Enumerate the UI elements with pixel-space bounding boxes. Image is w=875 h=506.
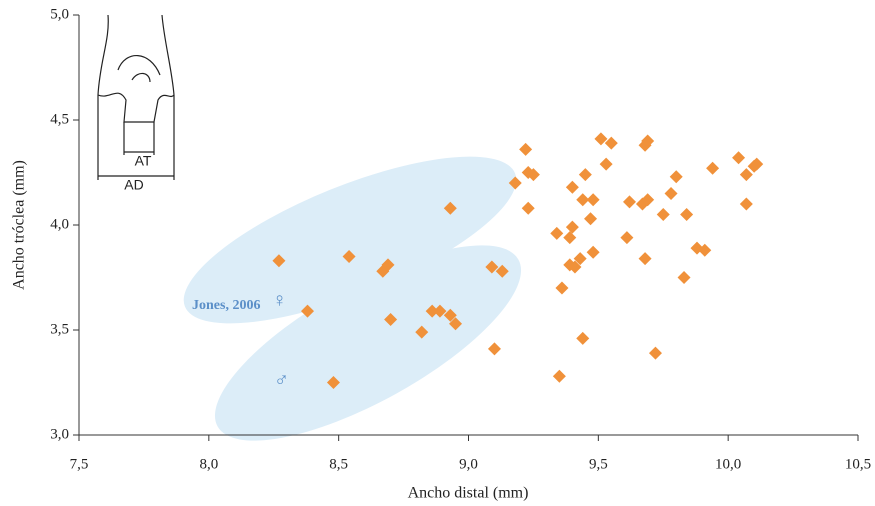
point <box>563 231 577 245</box>
x-tick-label: 10,0 <box>715 456 741 472</box>
point <box>301 304 315 318</box>
point <box>698 243 712 257</box>
bone-detail <box>117 55 161 83</box>
point <box>622 195 636 209</box>
point <box>565 220 579 234</box>
bone-outline <box>97 92 175 123</box>
x-tick-label: 10,5 <box>845 456 871 472</box>
point <box>586 245 600 259</box>
inset-label: AT <box>135 153 152 169</box>
point <box>565 180 579 194</box>
point <box>443 308 457 322</box>
point <box>521 201 535 215</box>
point <box>732 151 746 165</box>
x-tick-label: 9,5 <box>589 456 608 472</box>
x-tick-label: 7,5 <box>70 456 89 472</box>
female-ellipse <box>183 156 517 324</box>
x-tick-label: 8,0 <box>199 456 218 472</box>
point <box>677 271 691 284</box>
point <box>550 226 564 240</box>
y-axis-label: Ancho tróclea (mm) <box>11 160 28 290</box>
point <box>750 157 764 171</box>
point <box>555 281 569 295</box>
point <box>656 208 670 221</box>
point <box>552 369 566 383</box>
point <box>326 376 340 389</box>
point <box>508 176 522 190</box>
point <box>641 193 655 207</box>
point <box>641 134 655 148</box>
point <box>664 187 678 200</box>
point <box>415 325 429 339</box>
point <box>342 250 356 263</box>
point <box>425 304 439 318</box>
x-tick-label: 8,5 <box>329 456 348 472</box>
point <box>573 252 587 266</box>
point <box>433 304 447 318</box>
point <box>443 201 457 215</box>
point <box>620 231 634 245</box>
inset-drawing <box>97 14 175 180</box>
point <box>449 317 463 331</box>
point <box>487 342 501 356</box>
point <box>739 168 753 182</box>
point <box>519 142 533 156</box>
point <box>680 208 694 221</box>
point <box>485 260 499 274</box>
inset-label: AD <box>124 177 143 193</box>
x-axis-label: Ancho distal (mm) <box>408 485 529 502</box>
point <box>568 260 582 274</box>
y-tick-label: 4,5 <box>50 111 69 127</box>
y-tick-label: 3,0 <box>50 426 69 442</box>
point <box>384 313 398 326</box>
point <box>638 252 652 266</box>
male-ellipse <box>214 245 522 441</box>
y-tick-label: 4,0 <box>50 216 69 232</box>
point <box>599 157 613 171</box>
y-tick-label: 5,0 <box>50 6 69 22</box>
y-tick-label: 3,5 <box>50 321 69 337</box>
point <box>526 168 540 182</box>
point <box>576 193 590 207</box>
x-tick-label: 9,0 <box>459 456 478 472</box>
annotation: ♀ <box>272 290 287 312</box>
point <box>578 168 592 182</box>
point <box>648 346 662 360</box>
point <box>576 331 590 345</box>
point <box>495 264 509 278</box>
point <box>586 193 600 207</box>
point <box>584 212 598 226</box>
annotation: ♂ <box>274 370 289 392</box>
point <box>594 132 608 146</box>
point <box>272 254 286 268</box>
point <box>604 136 618 150</box>
ellipses <box>183 156 522 441</box>
point <box>381 258 395 272</box>
point <box>669 170 683 184</box>
point <box>739 197 753 211</box>
annotation: Jones, 2006 <box>192 298 260 313</box>
bone-outline <box>97 14 175 96</box>
point <box>706 161 720 175</box>
